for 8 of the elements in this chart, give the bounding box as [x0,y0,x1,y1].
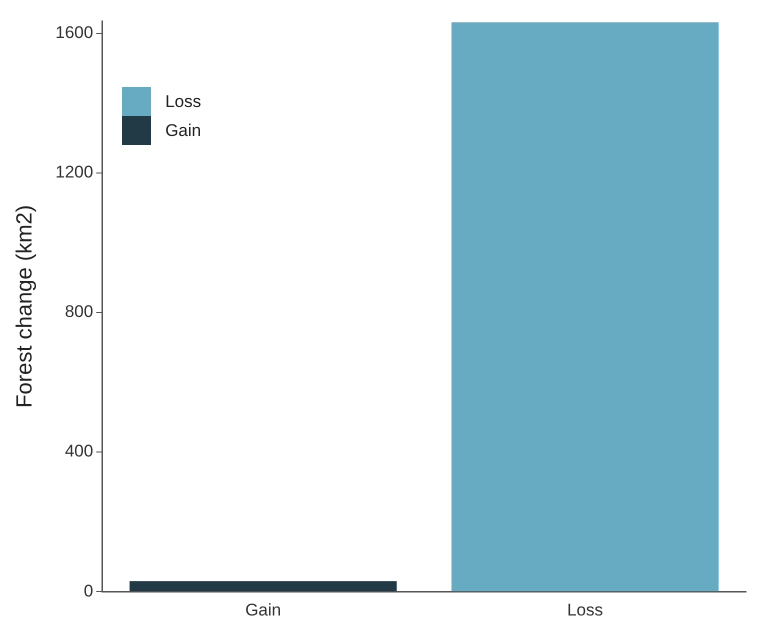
y-tick-label: 1600 [55,23,94,42]
y-tick-label: 800 [64,302,94,322]
legend-label: Gain [165,120,202,141]
y-axis-title: Forest change (km2) [11,204,36,408]
y-tick-label: 1200 [55,162,94,182]
y-tick-label: 0 [84,581,94,600]
legend-label: Loss [165,92,202,112]
y-tick-label: 400 [64,442,94,461]
